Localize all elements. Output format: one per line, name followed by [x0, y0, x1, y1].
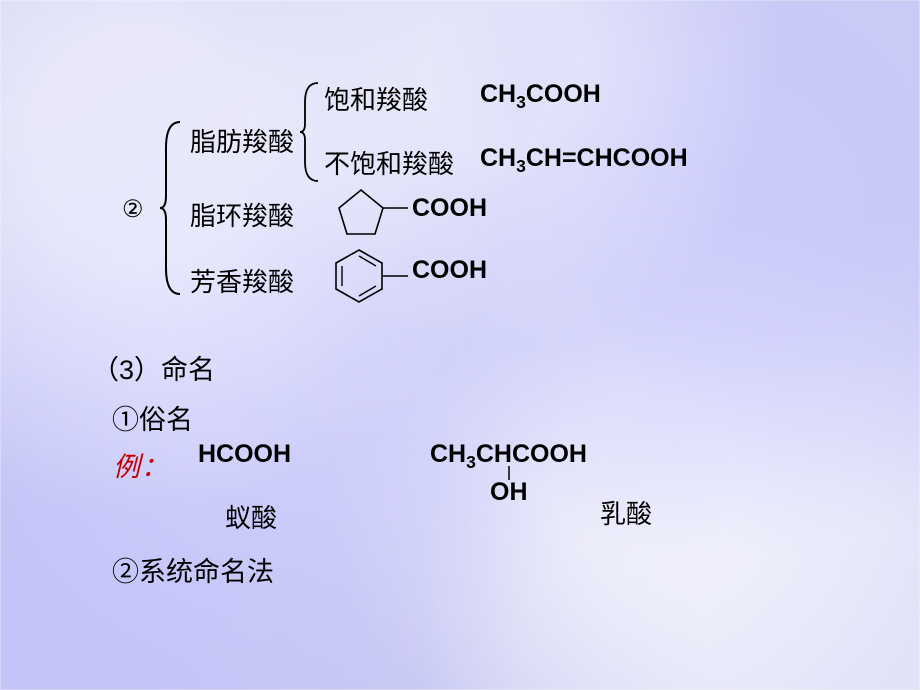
example2-name: 乳酸 [600, 494, 652, 531]
saturated-formula: CH3COOH [480, 80, 601, 109]
example-label: 例： [113, 445, 169, 484]
outer-brace-icon [158, 118, 188, 298]
example2-line1: CH3CHCOOH [430, 440, 587, 469]
common-name-marker: ①俗名 [112, 398, 193, 437]
example1-formula: HCOOH [198, 440, 291, 469]
aromatic-group: COOH [412, 256, 487, 285]
alicyclic-label: 脂环羧酸 [190, 196, 294, 233]
naming-heading: （3）命名 [92, 348, 215, 387]
benzene-icon [328, 246, 412, 308]
inner-brace-icon [298, 80, 324, 184]
example1-name: 蚁酸 [225, 498, 277, 535]
alicyclic-group: COOH [412, 194, 487, 223]
cyclopentane-icon [330, 184, 412, 240]
systematic-marker: ②系统命名法 [112, 550, 274, 589]
aromatic-label: 芳香羧酸 [190, 262, 294, 299]
unsaturated-formula: CH3CH=CHCOOH [480, 144, 688, 173]
aliphatic-label: 脂肪羧酸 [190, 122, 294, 159]
classification-marker: ② [122, 195, 144, 224]
unsaturated-label: 不饱和羧酸 [324, 144, 454, 181]
saturated-label: 饱和羧酸 [324, 80, 428, 117]
example2-line2: OH [490, 478, 528, 507]
